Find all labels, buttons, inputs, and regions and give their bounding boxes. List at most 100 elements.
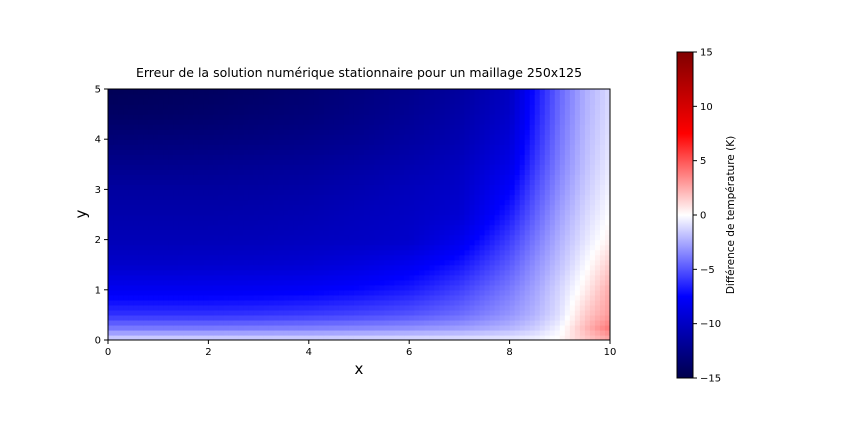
heatmap-cell: [133, 144, 139, 150]
heatmap-cell: [258, 129, 265, 135]
heatmap-cell: [549, 114, 556, 120]
heatmap-cell: [333, 184, 340, 190]
heatmap-cell: [193, 289, 199, 296]
heatmap-cell: [238, 154, 245, 160]
heatmap-cell: [529, 154, 536, 160]
heatmap-cell: [218, 254, 225, 261]
heatmap-cell: [113, 214, 119, 221]
heatmap-cell: [258, 229, 265, 236]
heatmap-cell: [253, 324, 260, 331]
heatmap-cell: [429, 129, 435, 135]
heatmap-cell: [409, 284, 415, 291]
heatmap-cell: [474, 94, 481, 100]
heatmap-cell: [238, 149, 245, 155]
heatmap-cell: [263, 324, 270, 331]
heatmap-cell: [148, 214, 154, 221]
heatmap-cell: [429, 244, 435, 251]
heatmap-cell: [379, 129, 385, 135]
heatmap-cell: [298, 159, 305, 165]
heatmap-cell: [203, 259, 209, 266]
heatmap-cell: [253, 249, 260, 256]
heatmap-cell: [243, 164, 250, 170]
heatmap-cell: [599, 99, 606, 105]
heatmap-cell: [589, 124, 596, 130]
heatmap-cell: [198, 199, 204, 206]
heatmap-cell: [529, 284, 536, 291]
heatmap-cell: [233, 144, 240, 150]
heatmap-cell: [173, 249, 179, 256]
heatmap-cell: [529, 294, 536, 301]
heatmap-cell: [163, 309, 169, 316]
heatmap-cell: [529, 104, 536, 110]
heatmap-cell: [218, 204, 225, 211]
heatmap-cell: [484, 179, 491, 185]
heatmap-cell: [338, 329, 345, 336]
heatmap-cell: [118, 254, 124, 261]
heatmap-cell: [429, 239, 435, 246]
heatmap-cell: [539, 94, 546, 100]
heatmap-cell: [469, 94, 476, 100]
heatmap-cell: [439, 89, 445, 95]
heatmap-cell: [564, 184, 571, 190]
heatmap-cell: [384, 99, 390, 105]
heatmap-cell: [223, 219, 230, 226]
heatmap-cell: [374, 264, 380, 271]
heatmap-cell: [293, 99, 300, 105]
heatmap-cell: [138, 184, 144, 190]
heatmap-cell: [459, 199, 466, 206]
heatmap-cell: [138, 229, 144, 236]
heatmap-cell: [519, 179, 526, 185]
heatmap-cell: [188, 294, 194, 301]
heatmap-cell: [218, 144, 225, 150]
heatmap-cell: [208, 134, 215, 140]
heatmap-cell: [419, 249, 425, 256]
heatmap-cell: [113, 124, 119, 130]
heatmap-cell: [343, 159, 350, 165]
heatmap-cell: [584, 214, 591, 221]
heatmap-cell: [384, 324, 390, 331]
heatmap-cell: [203, 249, 209, 256]
heatmap-cell: [248, 259, 255, 266]
heatmap-cell: [479, 294, 486, 301]
heatmap-cell: [183, 284, 189, 291]
heatmap-cell: [318, 274, 325, 281]
heatmap-cell: [474, 114, 481, 120]
heatmap-cell: [133, 104, 139, 110]
heatmap-cell: [494, 244, 501, 251]
heatmap-cell: [604, 294, 610, 301]
heatmap-cell: [323, 334, 330, 340]
heatmap-cell: [353, 219, 360, 226]
heatmap-cell: [594, 94, 601, 100]
heatmap-cell: [108, 284, 114, 291]
heatmap-cell: [268, 324, 275, 331]
heatmap-cell: [118, 284, 124, 291]
heatmap-cell: [288, 179, 295, 185]
heatmap-cell: [604, 114, 610, 120]
heatmap-cell: [364, 164, 370, 170]
heatmap-cell: [509, 99, 516, 105]
heatmap-cell: [434, 309, 440, 316]
heatmap-cell: [163, 319, 169, 326]
heatmap-cell: [469, 239, 476, 246]
heatmap-cell: [384, 119, 390, 125]
heatmap-cell: [268, 124, 275, 130]
heatmap-cell: [584, 89, 591, 95]
heatmap-cell: [444, 284, 450, 291]
heatmap-cell: [469, 259, 476, 266]
heatmap-cell: [564, 244, 571, 251]
heatmap-cell: [504, 269, 511, 276]
heatmap-cell: [469, 119, 476, 125]
heatmap-cell: [353, 289, 360, 296]
heatmap-cell: [273, 99, 280, 105]
heatmap-cell: [594, 309, 601, 316]
heatmap-cell: [343, 204, 350, 211]
heatmap-cell: [604, 99, 610, 105]
heatmap-cell: [163, 244, 169, 251]
heatmap-cell: [599, 224, 606, 231]
heatmap-cell: [574, 104, 581, 110]
heatmap-cell: [599, 329, 606, 336]
heatmap-cell: [263, 114, 270, 120]
heatmap-cell: [404, 264, 410, 271]
heatmap-cell: [454, 114, 460, 120]
heatmap-cell: [569, 109, 576, 115]
